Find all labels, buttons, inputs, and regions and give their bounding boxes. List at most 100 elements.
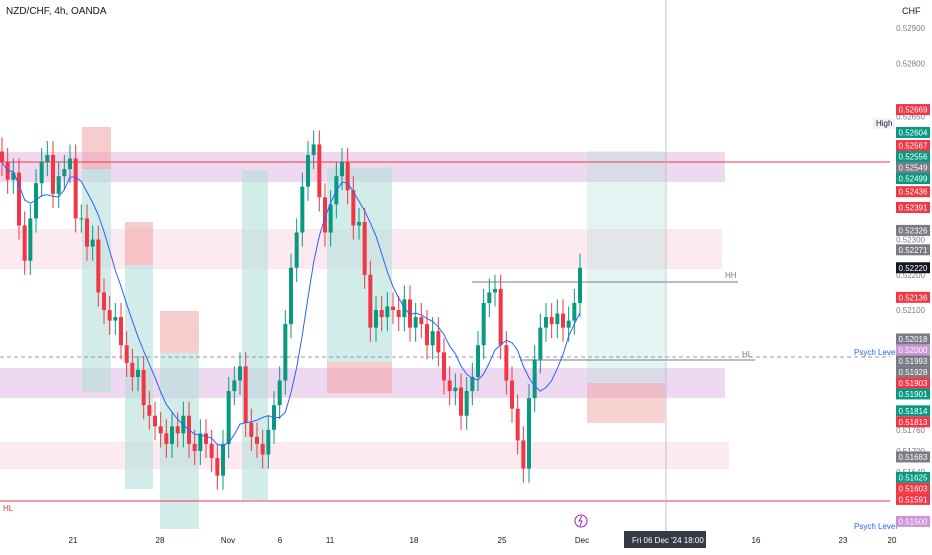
price-tag [896, 262, 930, 274]
candle-body [215, 458, 220, 476]
time-axis[interactable]: 21 28 Nov 6 11 18 25 Dec 16 23 20 [69, 536, 897, 545]
candle-body [306, 155, 310, 187]
candle-body [198, 433, 203, 451]
y-tick-label: 0.52100 [896, 306, 925, 315]
candle-body [362, 221, 367, 275]
price-tag-label: 0.52326 [899, 226, 928, 235]
candle-body [538, 327, 543, 360]
candle-body [249, 422, 254, 437]
candle-body [28, 218, 33, 261]
candle-body [147, 405, 152, 416]
price-tag-label: 0.51903 [899, 379, 928, 388]
candle-body [566, 320, 571, 328]
candle-body [232, 380, 237, 392]
symbol-title: NZD/CHF, 4h, OANDA [6, 6, 107, 17]
price-tag-label: 0.52271 [899, 246, 928, 255]
price-tag [896, 451, 930, 463]
candle-body [408, 299, 412, 328]
price-tag-label: 0.51591 [899, 495, 928, 504]
candle-body [39, 162, 44, 184]
hh-label: HH [725, 271, 737, 280]
price-tag-label: 0.52556 [899, 153, 928, 162]
candle-body [549, 317, 554, 325]
price-tag-label: 0.51500 [899, 517, 928, 526]
candle-body [436, 331, 441, 353]
candle-body [481, 302, 486, 346]
y-tick-label: 0.52300 [896, 236, 925, 245]
candle-body [345, 162, 350, 191]
candle-body [317, 144, 322, 198]
candle-body [323, 197, 327, 233]
crosshair-time-label: Fri 06 Dec '24 18:00 [632, 536, 704, 545]
y-tick-label: 0.52900 [896, 24, 925, 33]
price-tag [896, 416, 930, 428]
candle-body [459, 387, 463, 416]
candle-body [277, 380, 282, 406]
price-axis[interactable]: 0.52900 0.52800 0.52650 0.52300 0.52200 0.521… [896, 24, 930, 527]
psych-level-label-2: Psych Level [854, 522, 897, 531]
candle-body [51, 155, 55, 194]
price-tag-label: 0.52499 [899, 175, 928, 184]
candle-body [226, 391, 231, 444]
red-box-3 [160, 311, 199, 353]
candle-body [238, 366, 242, 381]
price-tag-label: 0.52604 [899, 128, 928, 137]
price-tag [896, 186, 930, 198]
currency-label: CHF [902, 6, 921, 16]
price-tag [896, 388, 930, 400]
psych-level-label-1: Psych Level [854, 348, 897, 357]
price-tag [896, 377, 930, 389]
candle-body [430, 331, 435, 346]
candle-body [283, 324, 288, 381]
price-tag-label: 0.52000 [899, 346, 928, 355]
candle-body [192, 443, 197, 451]
candle-body [527, 398, 531, 469]
candle-body [544, 317, 548, 328]
price-tag-label: 0.51625 [899, 473, 928, 482]
candle-body [311, 144, 316, 156]
y-tick-label: 0.52200 [896, 271, 925, 280]
candle-body [255, 436, 259, 444]
price-tag [896, 333, 930, 345]
zones-layer [0, 127, 729, 529]
candle-body [56, 176, 61, 194]
candle-body [504, 345, 509, 381]
red-box-1 [82, 127, 111, 169]
candle-body [62, 169, 67, 177]
candle-body [266, 429, 271, 455]
candle-body [476, 345, 480, 377]
candle-body [96, 239, 101, 293]
candle-body [385, 306, 390, 318]
price-tag-label: 0.51603 [899, 484, 928, 493]
price-tag [896, 344, 930, 356]
candle-body [85, 218, 89, 247]
price-tag-label: 0.51813 [899, 418, 928, 427]
candle-body [357, 221, 361, 226]
candle-body [419, 317, 424, 325]
candle-body [396, 310, 401, 318]
candle-body [340, 162, 344, 177]
candle-body [158, 426, 163, 434]
price-tag [896, 126, 930, 138]
x-tick-label: Nov [221, 536, 235, 545]
price-tag-label: 0.52549 [899, 164, 928, 173]
x-tick-label: 28 [156, 536, 165, 545]
x-tick-label: 20 [888, 536, 897, 545]
candle-body [0, 151, 4, 163]
lightning-icon[interactable] [574, 514, 588, 528]
hl-label-right: HL [742, 350, 753, 359]
candle-body [487, 292, 492, 303]
price-tag [896, 140, 930, 152]
candle-body [521, 440, 526, 469]
candle-body [260, 443, 265, 455]
price-tag [896, 151, 930, 163]
x-tick-label: 23 [839, 536, 848, 545]
price-tag-label: 0.52436 [899, 188, 928, 197]
candle-body [493, 288, 497, 293]
candle-body [141, 369, 146, 406]
high-tag: High [873, 118, 896, 129]
price-tag [896, 405, 930, 417]
crosshair-time-tag [624, 531, 706, 548]
